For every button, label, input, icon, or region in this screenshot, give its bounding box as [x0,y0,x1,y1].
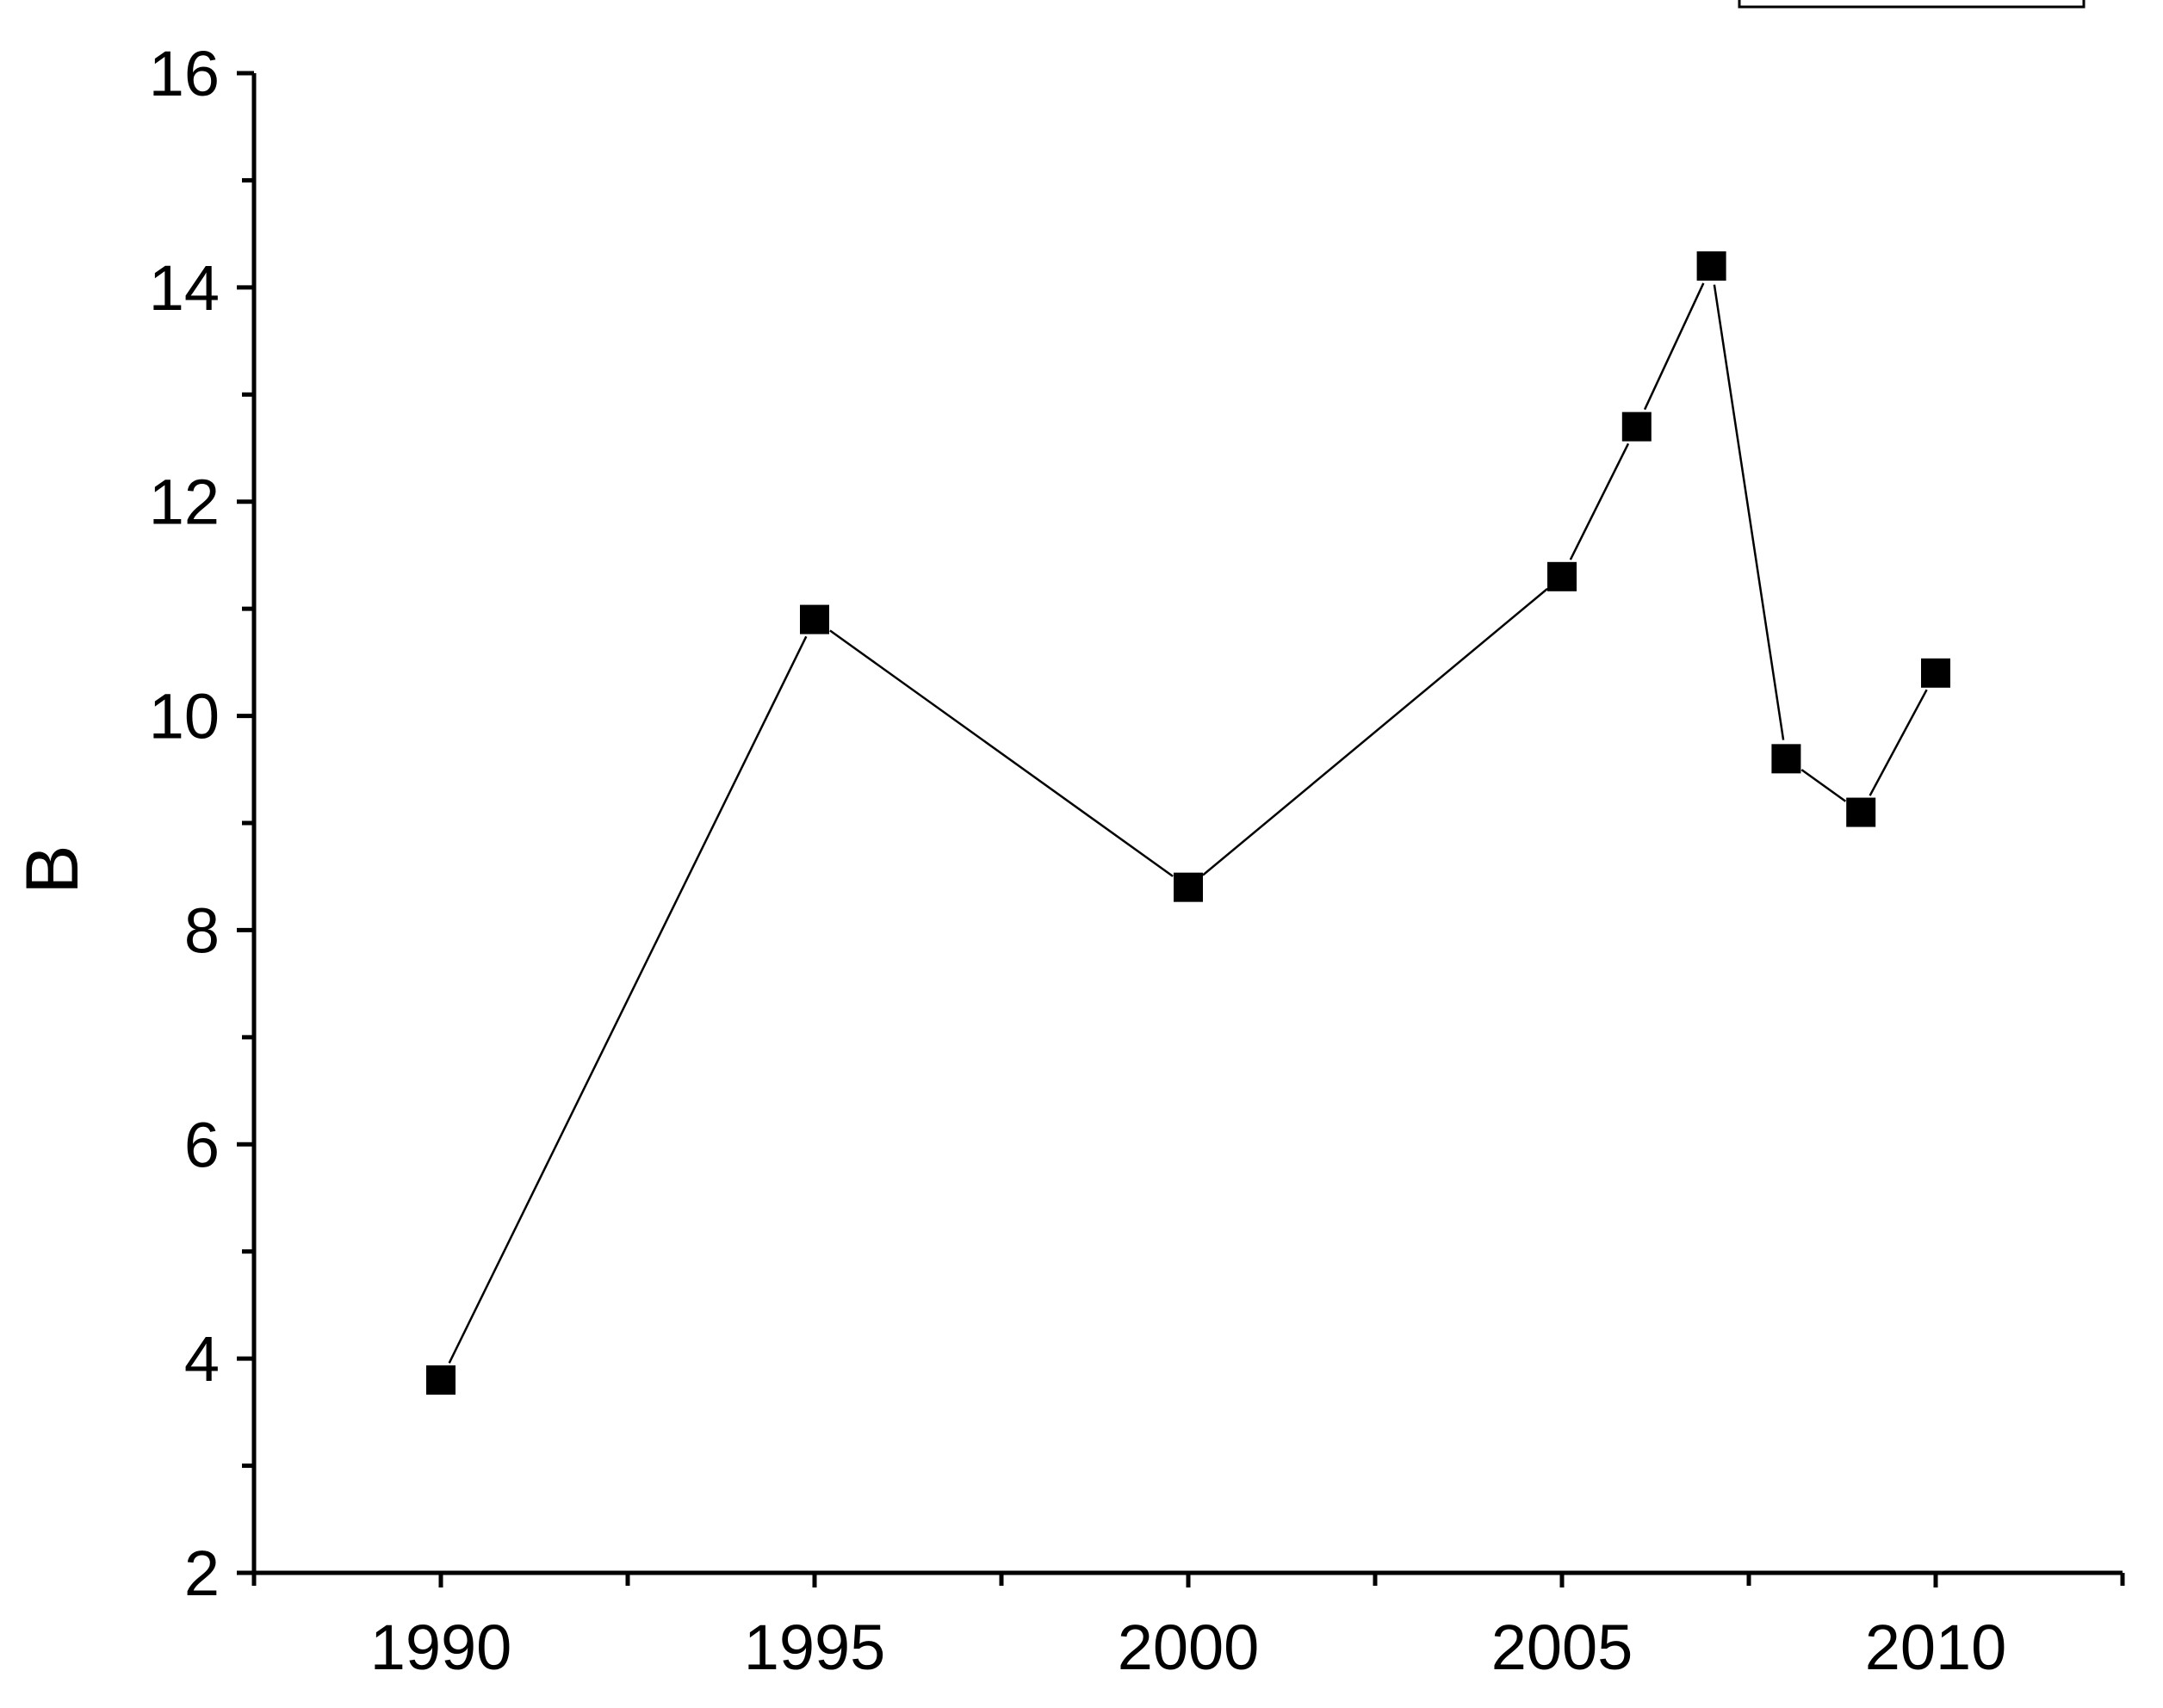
x-tick-label: 1995 [744,1612,886,1683]
data-point-marker [1174,872,1203,902]
data-point-marker [1771,744,1801,774]
data-point-marker [800,604,829,634]
x-tick-label: 2000 [1118,1612,1260,1683]
series-line-segment [829,629,1174,877]
data-point-marker [426,1365,456,1395]
y-tick-label: 12 [149,467,220,538]
data-point-marker [1621,412,1652,442]
series-line-segment [1713,284,1785,740]
y-tick-label: 2 [184,1538,220,1609]
y-tick-label: 4 [184,1323,220,1395]
x-tick-label: 1990 [370,1612,512,1683]
series-line-segment [1643,282,1705,411]
y-tick-label: 10 [149,681,220,752]
series-line-segment [1869,689,1928,796]
data-point-marker [1547,561,1577,591]
series-layer [426,251,1950,1395]
x-tick-label: 2005 [1491,1612,1633,1683]
y-tick-label: 6 [184,1109,220,1180]
legend-box [1738,0,2086,9]
data-point-marker [1846,797,1876,827]
x-tick-label: 2010 [1865,1612,2007,1683]
y-tick-label: 16 [149,38,220,109]
y-tick-label: 8 [184,894,220,966]
data-point-marker [1921,658,1950,688]
series-line-segment [448,635,808,1364]
data-point-marker [1696,251,1726,281]
y-axis-title: B [11,845,94,894]
series-line-segment [1569,442,1630,560]
series-line-segment [1202,587,1548,876]
series-line-segment [1800,769,1847,802]
axes: 1990 1995 2000 2005 2010 2 4 6 8 10 12 14 16 [149,38,2125,1683]
y-tick-label: 14 [149,252,220,324]
